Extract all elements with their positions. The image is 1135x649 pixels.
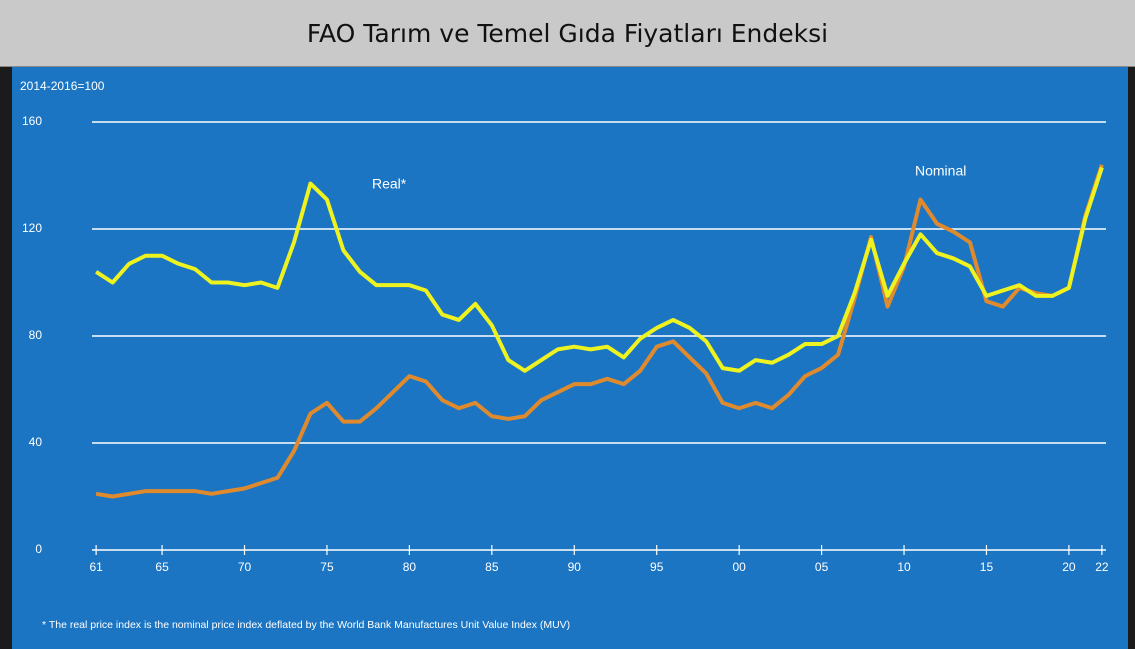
x-tick-label: 90 xyxy=(568,560,582,574)
x-tick-label: 05 xyxy=(815,560,829,574)
series-line xyxy=(95,164,1104,499)
x-tick-label: 61 xyxy=(89,560,103,574)
x-tick-label: 22 xyxy=(1095,560,1109,574)
y-axis-label: 2014-2016=100 xyxy=(20,79,105,93)
plot-background xyxy=(12,67,1128,649)
chart-title: FAO Tarım ve Temel Gıda Fiyatları Endeks… xyxy=(306,18,829,48)
x-tick-label: 20 xyxy=(1062,560,1076,574)
y-tick-label: 40 xyxy=(29,435,43,449)
chart: 2014-2016=100 * The real price index is … xyxy=(12,67,1128,649)
series-label: Nominal xyxy=(915,163,966,179)
series-line xyxy=(95,166,1104,373)
x-tick-label: 00 xyxy=(732,560,746,574)
x-tick-label: 95 xyxy=(650,560,664,574)
footnote: * The real price index is the nominal pr… xyxy=(42,619,570,631)
y-tick-label: 120 xyxy=(22,221,42,235)
title-bar: FAO Tarım ve Temel Gıda Fiyatları Endeks… xyxy=(0,0,1135,67)
y-tick-label: 80 xyxy=(29,328,43,342)
series-label: Real* xyxy=(372,176,407,192)
x-tick-label: 70 xyxy=(238,560,252,574)
x-tick-label: 15 xyxy=(980,560,994,574)
x-tick-label: 85 xyxy=(485,560,499,574)
x-tick-label: 80 xyxy=(403,560,417,574)
y-tick-label: 160 xyxy=(22,114,42,128)
y-tick-label: 0 xyxy=(35,542,42,556)
x-tick-label: 10 xyxy=(897,560,911,574)
x-tick-label: 65 xyxy=(155,560,169,574)
x-tick-label: 75 xyxy=(320,560,334,574)
